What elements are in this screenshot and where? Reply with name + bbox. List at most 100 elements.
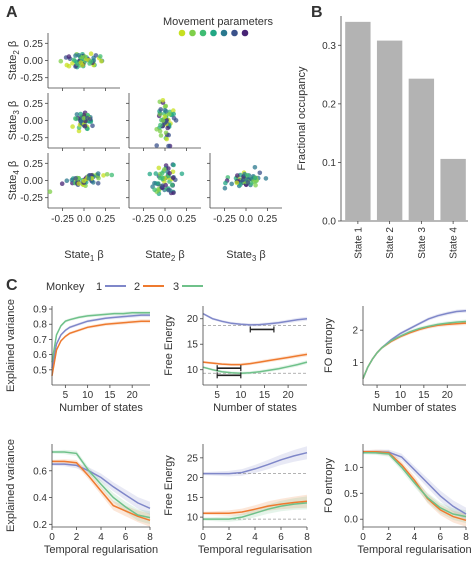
scatter-point: [156, 165, 162, 171]
scatter-point: [69, 177, 75, 183]
scatter-point: [158, 107, 163, 112]
b-x-tick-label: State 4: [449, 227, 460, 259]
b-y-axis-label: Fractional occupancy: [296, 66, 308, 170]
x-tick-label: 6: [123, 532, 129, 543]
series-line-monkey-1: [52, 463, 151, 509]
x-tick-label: 2: [74, 532, 80, 543]
legend-dot-5: [220, 29, 228, 37]
y-tick-label: 15: [187, 340, 199, 351]
scatter-point: [81, 116, 87, 121]
scatter-point: [171, 162, 176, 168]
panel-label-a: A: [6, 4, 18, 21]
x-tick-label: 4: [98, 532, 104, 543]
scatter-point: [82, 123, 88, 129]
series-band-1: [363, 308, 466, 380]
bar-state-4: [440, 158, 466, 221]
y-tick-label: 10: [187, 513, 199, 524]
col-label-1: State1 β: [64, 249, 104, 263]
x-axis-label: Temporal regularisation: [198, 544, 312, 556]
scatter-point: [160, 175, 165, 180]
scatter-point: [165, 125, 170, 131]
x-tick-label: 0.0: [77, 214, 91, 225]
scatter-point: [166, 166, 171, 171]
x-tick-label: 10: [395, 390, 407, 401]
scatter-panel-r3-c1: 0.250.00-0.25-0.25 0.0 0.25: [20, 153, 120, 225]
b-x-tick-label: State 1: [353, 227, 364, 259]
series-line-monkey-2: [52, 460, 151, 522]
scatter-point: [95, 171, 101, 176]
scatter-point: [59, 181, 65, 186]
y-axis-label: FO entropy: [323, 317, 335, 373]
scatter-panel-r3-c3: -0.25 0.0 0.25: [207, 153, 282, 225]
scatter-point: [152, 180, 157, 186]
scatter-point: [257, 170, 263, 176]
x-axis-label: Number of states: [59, 402, 143, 414]
line-chart-c5: 0 2 4 6 8 10 15 20 25 Temporal regularisation Free…: [163, 444, 312, 556]
b-y-tick-label: 0.3: [322, 41, 336, 52]
y-tick-label: 1.0: [344, 463, 358, 474]
line-chart-c4: 0 2 4 6 8 0.2 0.4 0.6 Temporal regularisation Exp…: [5, 439, 158, 556]
scatter-panel-r2-c1: 0.25 0.00 -0.25: [20, 93, 120, 151]
scatter-point: [96, 175, 101, 181]
scatter-point: [162, 104, 168, 109]
legend-dot-1: [178, 29, 186, 37]
scatter-point: [222, 185, 228, 191]
x-tick-label: 4: [252, 532, 258, 543]
scatter-point: [73, 176, 78, 181]
scatter-point: [74, 116, 79, 122]
series-band-1: [203, 446, 307, 477]
x-tick-label: 10: [82, 390, 94, 401]
x-tick-label: 2: [226, 532, 232, 543]
scatter-point: [47, 189, 53, 194]
b-y-tick-label: 0.2: [322, 99, 336, 110]
scatter-point: [76, 53, 81, 58]
x-axis-label: Temporal regularisation: [357, 544, 471, 556]
scatter-point: [88, 116, 93, 122]
panel-label-b: B: [311, 4, 323, 21]
y-tick-label: 0.00: [24, 56, 44, 67]
row-label-3: State4 β: [7, 161, 21, 201]
x-tick-label: 20: [283, 390, 295, 401]
series-band-3: [203, 496, 307, 522]
scatter-point: [166, 143, 171, 149]
y-tick-label: 0.5: [344, 489, 358, 500]
x-tick-label: 2: [386, 532, 392, 543]
panel-label-c: C: [6, 277, 18, 294]
series-band-1: [52, 462, 150, 515]
x-tick-label: 0: [200, 532, 206, 543]
series-band-3: [363, 319, 466, 380]
series-band-2: [203, 494, 307, 516]
scatter-point: [160, 118, 166, 123]
scatter-point: [154, 143, 159, 148]
series-line-monkey-2: [363, 451, 467, 522]
scatter-point: [58, 58, 64, 64]
scatter-point: [78, 111, 83, 117]
x-tick-label: 5: [374, 390, 380, 401]
scatter-point: [70, 61, 75, 66]
x-tick-label: 4: [412, 532, 418, 543]
scatter-point: [167, 171, 172, 176]
scatter-point: [253, 182, 258, 188]
y-tick-label: 10: [187, 365, 199, 376]
scatter-point: [229, 181, 234, 187]
x-axis-label: Number of states: [213, 402, 297, 414]
x-tick-label: 8: [147, 532, 153, 543]
legend-dot-6: [231, 29, 238, 37]
x-tick-label: 6: [437, 532, 443, 543]
x-axis-label: Number of states: [373, 402, 457, 414]
y-tick-label: 0.6: [33, 466, 47, 477]
y-tick-label: 0.2: [33, 520, 47, 531]
scatter-point: [252, 175, 258, 181]
scatter-point: [160, 98, 166, 103]
y-tick-label: 0.8: [33, 320, 47, 331]
scatter-point: [71, 57, 77, 63]
y-axis-label: Free Energy: [163, 455, 175, 516]
panel-a-scatter-matrix: Movement parameters 0.25 0.00 -0.25 0.25 0.0…: [7, 16, 282, 263]
line-chart-c3: 5 10 15 20 1 2 Number of states FO entropy: [323, 306, 467, 414]
scatter-point: [252, 165, 258, 170]
x-tick-label: 0.0: [239, 214, 253, 225]
b-y-tick-label: 0.1: [322, 158, 336, 169]
x-tick-label: 8: [463, 532, 469, 543]
scatter-point: [167, 112, 172, 117]
